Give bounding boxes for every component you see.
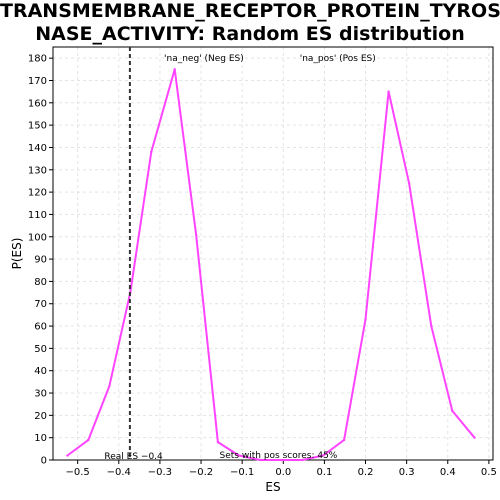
y-tick-label: 0 [41,456,47,467]
grid [53,47,493,460]
x-tick-label: 0.2 [358,467,374,478]
x-tick-label: −0.5 [66,467,90,478]
x-tick-label: −0.3 [148,467,172,478]
y-tick-label: 150 [28,121,47,132]
data-point [150,151,152,153]
y-tick-label: 110 [28,210,47,221]
data-point [430,325,432,327]
data-point [217,441,219,443]
es-distribution-line [67,69,474,460]
data-point [87,439,89,441]
y-tick-label: 10 [34,433,47,444]
x-tick-label: 0.5 [481,467,497,478]
y-tick-label: 40 [34,366,47,377]
y-tick-label: 70 [34,299,47,310]
y-tick-label: 50 [34,344,47,355]
data-point [387,90,389,92]
y-tick-label: 100 [28,232,47,243]
y-tick-label: 30 [34,389,47,400]
x-axis-label: ES [265,480,280,494]
x-tick-label: 0.4 [440,467,456,478]
data-point [408,182,410,184]
data-point [66,454,68,456]
data-point [364,318,366,320]
y-tick-label: 120 [28,188,47,199]
real-es-label: Real ES −0.4 [104,452,163,462]
pos-scores-label: Sets with pos scores: 45% [220,451,338,461]
data-point [108,385,110,387]
x-tick-label: −0.4 [107,467,131,478]
x-tick-label: 0.3 [399,467,415,478]
data-point [174,68,176,70]
y-tick-label: 140 [28,143,47,154]
pos-es-label: 'na_pos' (Pos ES) [300,54,376,64]
x-tick-label: −0.1 [230,467,254,478]
data-point [343,439,345,441]
series-layer [66,68,476,461]
x-tick-label: −0.2 [189,467,213,478]
y-tick-label: 90 [34,255,47,266]
y-tick-label: 20 [34,411,47,422]
neg-es-label: 'na_neg' (Neg ES) [164,54,244,64]
data-point [451,410,453,412]
y-tick-label: 60 [34,322,47,333]
y-tick-label: 80 [34,277,47,288]
y-tick-label: 130 [28,165,47,176]
data-point [473,436,475,438]
y-tick-label: 170 [28,76,47,87]
y-tick-label: 160 [28,98,47,109]
data-point [195,233,197,235]
y-tick-label: 180 [28,54,47,65]
x-tick-label: 0.0 [275,467,291,478]
x-tick-label: 0.1 [316,467,332,478]
y-axis-label: P(ES) [10,238,24,270]
